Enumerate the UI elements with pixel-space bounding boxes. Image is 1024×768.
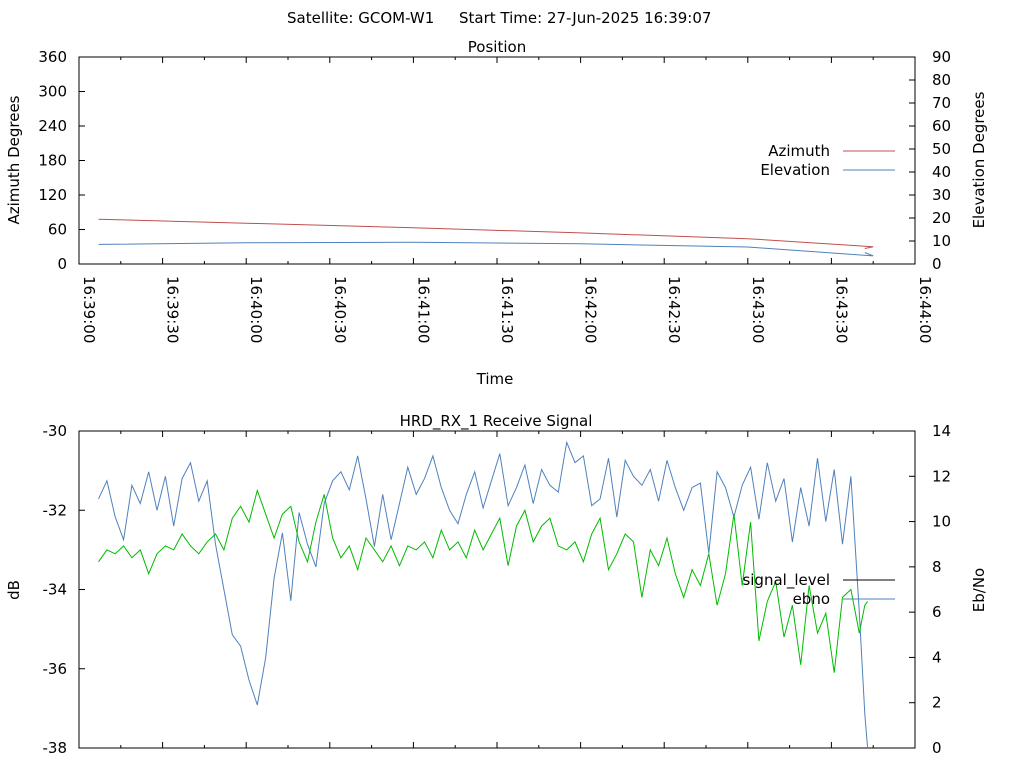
right-tick-label: 0 xyxy=(932,255,942,273)
right-tick-label: 20 xyxy=(932,209,951,227)
right-tick-label: 40 xyxy=(932,163,951,181)
x-tick-label: 16:40:00 xyxy=(247,276,265,343)
legend-label-ebno: ebno xyxy=(793,590,830,608)
x-tick-label: 16:41:30 xyxy=(498,276,516,343)
signal-legend: signal_level ebno xyxy=(742,571,895,608)
series-line-elevation xyxy=(98,241,874,257)
position-chart-title: Position xyxy=(468,38,526,56)
left-tick-label: -30 xyxy=(43,422,68,440)
position-y2-axis-label: Elevation Degrees xyxy=(970,91,988,228)
left-tick-label: 300 xyxy=(38,83,67,101)
left-tick-label: 120 xyxy=(38,186,67,204)
x-tick-label: 16:43:30 xyxy=(832,276,850,343)
left-tick-label: 0 xyxy=(57,255,67,273)
legend-label-elevation: Elevation xyxy=(760,161,830,179)
series-line-ebno xyxy=(98,440,869,749)
series-line-signal-level-green xyxy=(98,488,869,673)
right-tick-label: 10 xyxy=(932,513,951,531)
x-tick-label: 16:39:30 xyxy=(164,276,182,343)
x-tick-label: 16:43:00 xyxy=(749,276,767,343)
x-tick-label: 16:40:30 xyxy=(331,276,349,343)
left-tick-label: -34 xyxy=(43,581,68,599)
signal-plot-frame xyxy=(78,430,916,749)
right-tick-label: 50 xyxy=(932,140,951,158)
x-tick-label: 16:39:00 xyxy=(80,276,98,343)
right-tick-label: 12 xyxy=(932,467,951,485)
signal-chart-title: HRD_RX_1 Receive Signal xyxy=(400,412,593,431)
left-tick-label: -38 xyxy=(43,739,68,757)
right-tick-label: 2 xyxy=(932,694,942,712)
position-legend: Azimuth Elevation xyxy=(760,142,895,179)
left-tick-label: -36 xyxy=(43,660,68,678)
legend-label-azimuth: Azimuth xyxy=(768,142,830,160)
left-tick-label: 360 xyxy=(38,48,67,66)
right-tick-label: 90 xyxy=(932,48,951,66)
x-tick-label: 16:42:00 xyxy=(582,276,600,343)
right-tick-label: 6 xyxy=(932,603,942,621)
right-tick-label: 80 xyxy=(932,71,951,89)
x-tick-label: 16:41:00 xyxy=(414,276,432,343)
right-tick-label: 60 xyxy=(932,117,951,135)
position-x-axis-label: Time xyxy=(476,370,514,388)
right-tick-label: 8 xyxy=(932,558,942,576)
left-tick-label: 60 xyxy=(48,221,67,239)
right-tick-label: 10 xyxy=(932,232,951,250)
satellite-label: Satellite: GCOM-W1 xyxy=(287,9,434,27)
right-tick-label: 30 xyxy=(932,186,951,204)
signal-y2-axis-label: Eb/No xyxy=(970,568,988,612)
signal-chart: HRD_RX_1 Receive Signal dB Eb/No -30 -32 -… xyxy=(5,412,988,757)
x-tick-label: 16:44:00 xyxy=(916,276,934,343)
position-y-axis-label: Azimuth Degrees xyxy=(5,95,23,224)
left-tick-label: 180 xyxy=(38,152,67,170)
start-time-label: Start Time: 27-Jun-2025 16:39:07 xyxy=(459,9,711,27)
right-tick-label: 4 xyxy=(932,648,942,666)
series-line-azimuth xyxy=(98,218,874,249)
left-tick-label: 240 xyxy=(38,117,67,135)
right-tick-label: 14 xyxy=(932,422,951,440)
signal-y-axis-label: dB xyxy=(5,580,23,600)
position-chart: Position Azimuth Degrees Elevation Degre… xyxy=(5,38,988,388)
right-tick-label: 70 xyxy=(932,94,951,112)
right-tick-label: 0 xyxy=(932,739,942,757)
x-tick-label: 16:42:30 xyxy=(665,276,683,343)
left-tick-label: -32 xyxy=(43,501,68,519)
legend-label-signal-level: signal_level xyxy=(742,571,830,590)
